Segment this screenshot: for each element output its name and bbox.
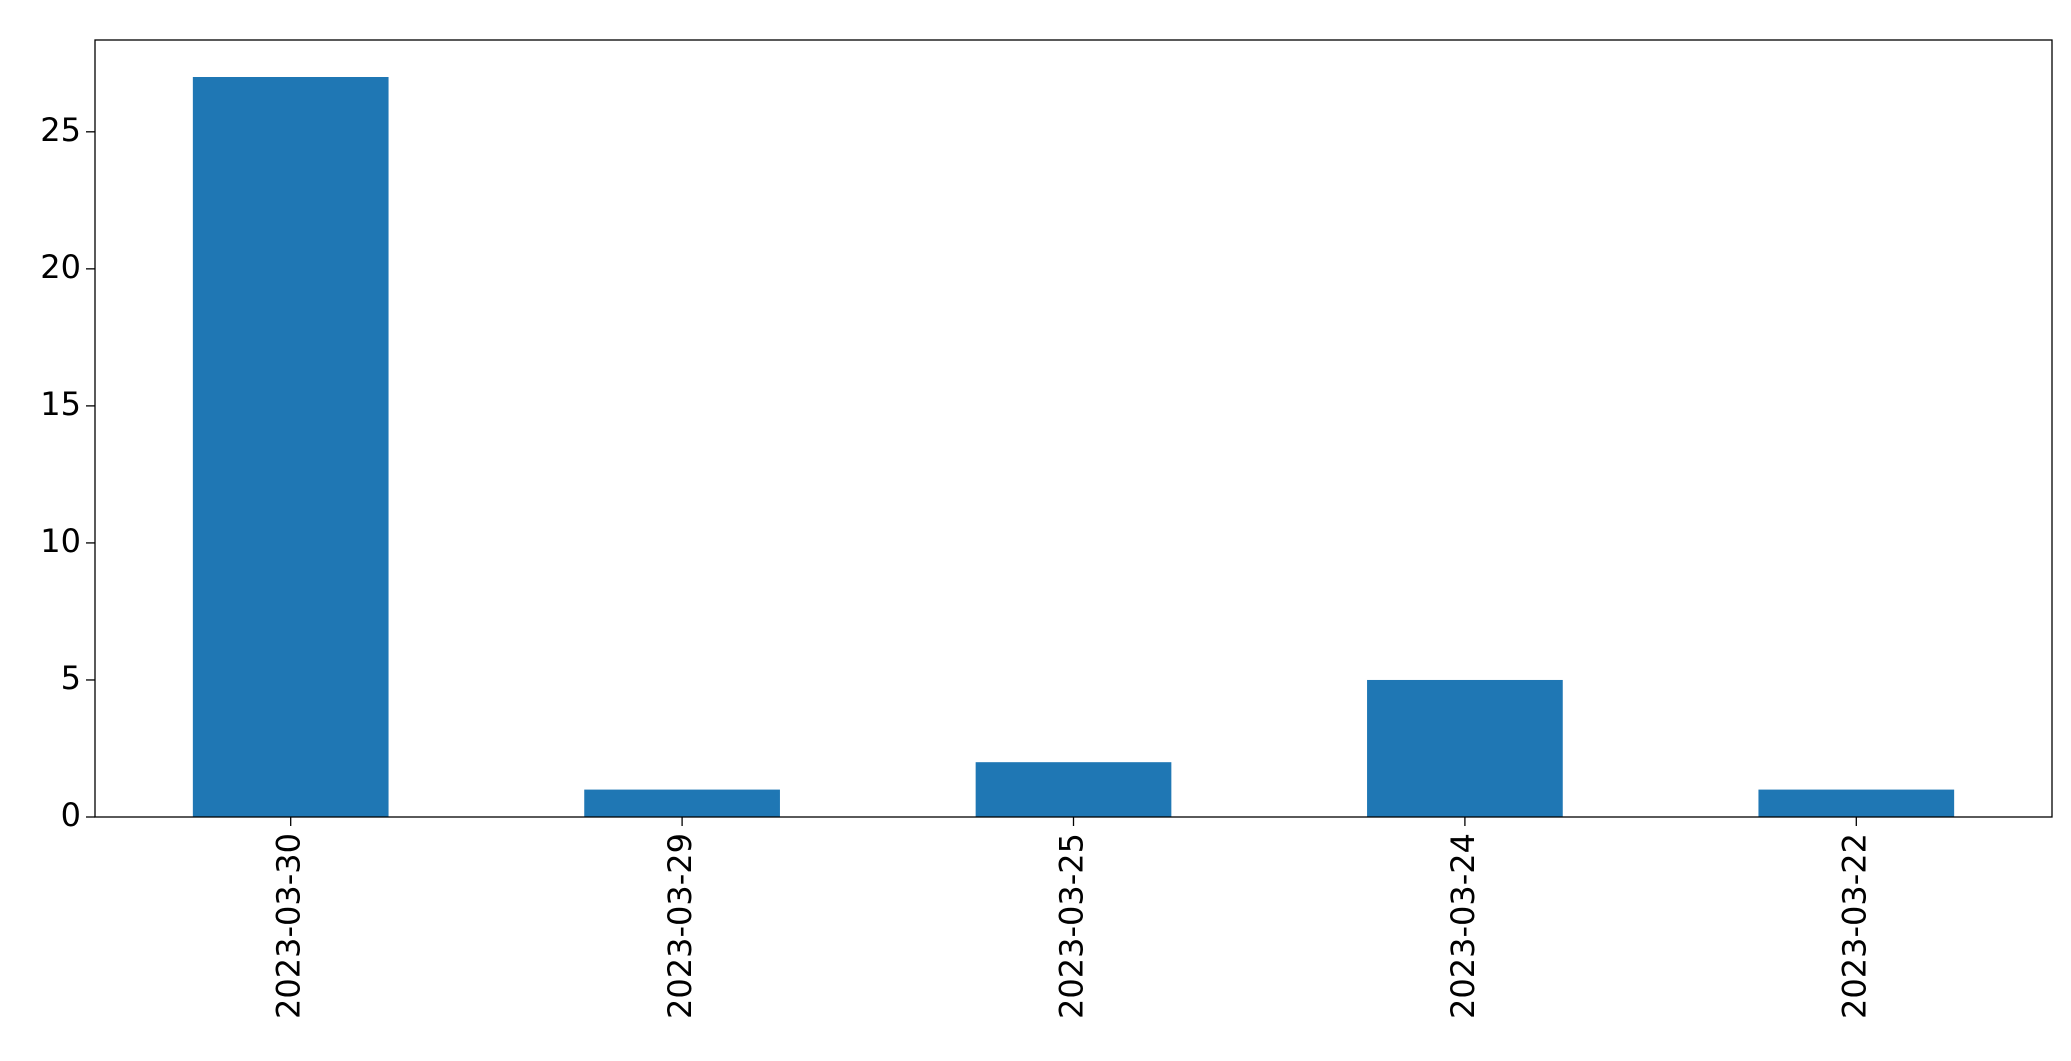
x-tick-label: 2023-03-24 [1444, 833, 1482, 1019]
x-tick-label: 2023-03-29 [661, 833, 699, 1019]
y-tick-label: 10 [40, 522, 81, 560]
y-tick-label: 20 [40, 248, 81, 286]
bar [1758, 789, 1955, 817]
x-tick-label: 2023-03-22 [1835, 833, 1873, 1019]
x-tick-label: 2023-03-30 [270, 833, 308, 1019]
y-tick-label: 0 [61, 796, 81, 834]
bar [192, 77, 389, 817]
y-tick-label: 25 [40, 111, 81, 149]
y-tick-label: 5 [61, 659, 81, 697]
bar [1367, 679, 1563, 817]
bar [975, 762, 1172, 817]
y-tick-label: 15 [40, 385, 81, 423]
bar [584, 789, 780, 817]
x-tick-label: 2023-03-25 [1053, 833, 1091, 1019]
